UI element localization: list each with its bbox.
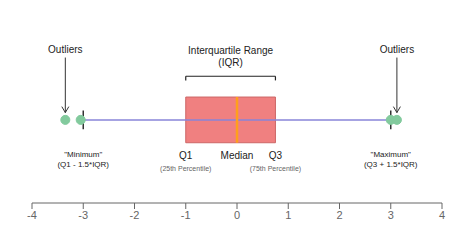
- svg-text:-1: -1: [181, 209, 191, 221]
- svg-text:-2: -2: [130, 209, 140, 221]
- svg-text:4: 4: [439, 209, 445, 221]
- svg-text:0: 0: [234, 209, 240, 221]
- svg-text:"Minimum"(Q1 - 1.5*IQR): "Minimum"(Q1 - 1.5*IQR): [57, 150, 109, 169]
- svg-text:Q3: Q3: [269, 150, 283, 161]
- svg-text:"Maximum"(Q3 + 1.5*IQR): "Maximum"(Q3 + 1.5*IQR): [364, 150, 418, 169]
- svg-text:(25th Percentile): (25th Percentile): [160, 165, 211, 173]
- svg-text:Q1: Q1: [179, 150, 193, 161]
- svg-text:-3: -3: [78, 209, 88, 221]
- svg-text:Median: Median: [221, 150, 254, 161]
- svg-text:-4: -4: [27, 209, 37, 221]
- svg-text:Outliers: Outliers: [380, 44, 414, 55]
- svg-text:Interquartile Range(IQR): Interquartile Range(IQR): [188, 45, 273, 68]
- svg-text:(75th Percentile): (75th Percentile): [250, 165, 301, 173]
- svg-text:3: 3: [388, 209, 394, 221]
- svg-text:1: 1: [285, 209, 291, 221]
- svg-text:Outliers: Outliers: [48, 44, 82, 55]
- svg-text:2: 2: [336, 209, 342, 221]
